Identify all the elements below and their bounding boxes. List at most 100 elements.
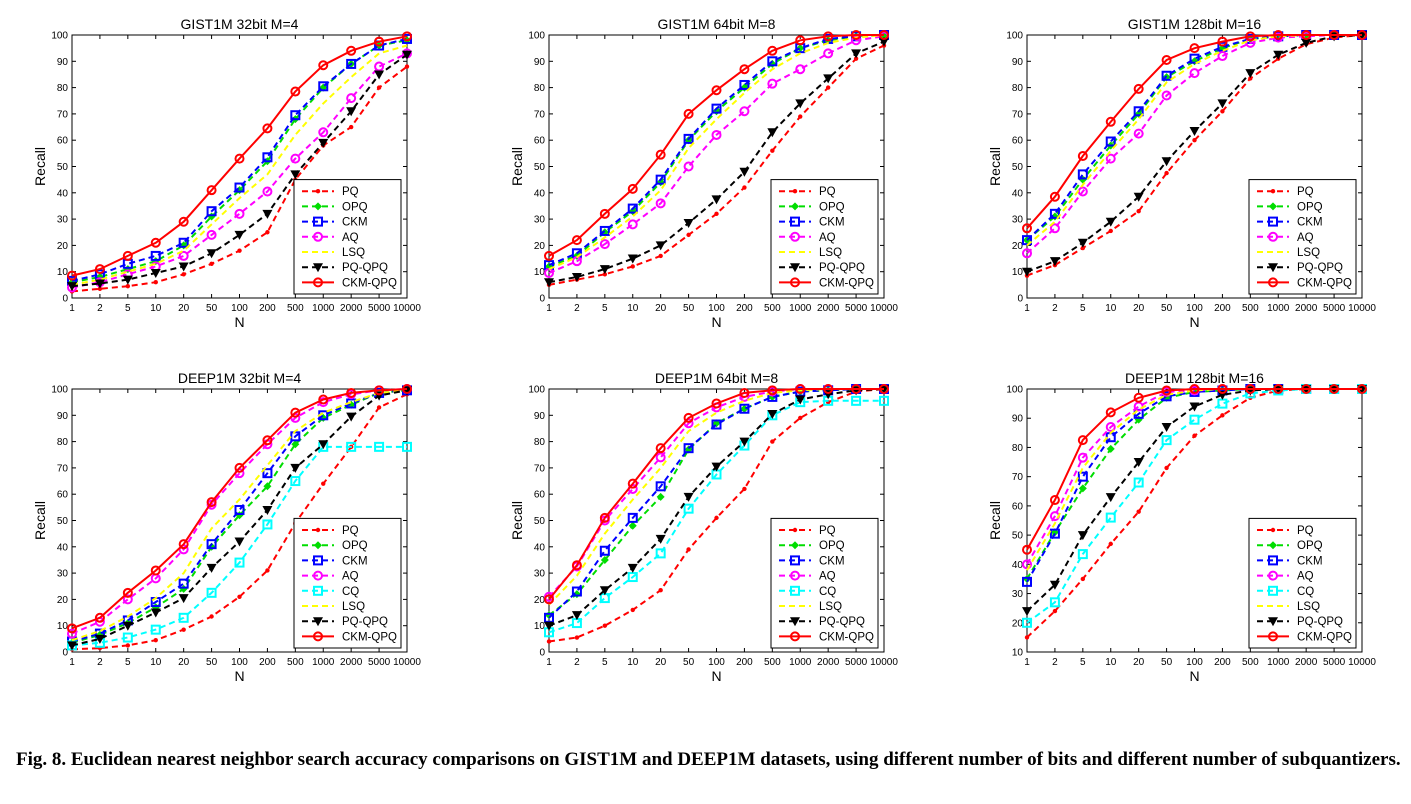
- y-tick-label: 50: [57, 516, 69, 527]
- data-point-pq: [658, 253, 663, 259]
- legend-label-opq: OPQ: [342, 540, 368, 552]
- data-point-aq: [627, 219, 638, 230]
- data-point-ckm-qpq: [1189, 384, 1200, 394]
- data-point-pq: [376, 85, 382, 90]
- data-point-pq: [237, 594, 242, 599]
- y-tick-label: 100: [528, 385, 545, 396]
- data-point-opq: [600, 555, 609, 564]
- data-point-ckm-qpq: [402, 31, 412, 42]
- data-point-pq: [602, 623, 608, 628]
- data-point-opq: [656, 492, 665, 501]
- data-point-cq: [1105, 512, 1116, 523]
- y-tick-label: 30: [1012, 589, 1024, 600]
- y-tick-label: 10: [57, 621, 69, 632]
- series-cq: [67, 441, 412, 651]
- y-tick-label: 0: [62, 294, 68, 305]
- data-point-ckm: [290, 110, 301, 121]
- y-tick-label: 60: [534, 136, 546, 147]
- data-point-pq: [770, 439, 775, 444]
- y-tick-label: 70: [1012, 472, 1024, 483]
- data-point-pq: [1136, 209, 1141, 214]
- data-point-ckm-qpq: [206, 185, 217, 196]
- data-point-ckm-qpq: [1357, 384, 1367, 394]
- data-point-opq: [572, 251, 581, 260]
- y-tick-label: 50: [1012, 162, 1024, 173]
- y-tick-label: 100: [1006, 31, 1023, 42]
- data-point-pq: [798, 114, 803, 119]
- legend-label-ckm: CKM: [1297, 555, 1323, 567]
- data-point-aq: [823, 48, 834, 59]
- data-point-pq-qpq: [599, 265, 610, 275]
- data-point-ckm-qpq: [374, 385, 385, 396]
- data-point-pq: [658, 587, 663, 593]
- data-point-cq: [1161, 435, 1172, 446]
- series-ckm-qpq: [1022, 30, 1367, 234]
- data-point-aq: [1077, 452, 1088, 463]
- legend-marker-cq: [790, 585, 800, 596]
- data-point-pq-qpq: [262, 505, 273, 515]
- data-point-ckm-qpq: [178, 216, 189, 227]
- x-tick-label: 50: [683, 657, 695, 668]
- data-point-pq-qpq: [318, 440, 329, 450]
- data-point-cq: [346, 441, 357, 452]
- legend-box: [770, 179, 879, 295]
- data-point-ckm-qpq: [544, 594, 554, 605]
- data-point-aq: [1022, 248, 1032, 259]
- x-tick-label: 50: [683, 303, 695, 314]
- data-point-ckm-qpq: [290, 86, 301, 97]
- data-point-pq: [265, 230, 270, 235]
- data-point-pq-qpq: [739, 167, 750, 177]
- legend-marker-ckm: [790, 216, 800, 227]
- data-point-opq: [1078, 484, 1087, 493]
- x-tick-label: 20: [655, 303, 667, 314]
- x-tick-label: 20: [655, 657, 667, 668]
- x-tick-label: 5000: [845, 657, 868, 668]
- x-tick-label: 10: [150, 303, 162, 314]
- data-point-ckm-qpq: [67, 623, 77, 634]
- x-tick-label: 20: [1133, 303, 1145, 314]
- data-point-pq-qpq: [1273, 50, 1284, 60]
- data-point-ckm-qpq: [599, 512, 610, 523]
- legend-label-pq-qpq: PQ-QPQ: [1297, 616, 1343, 628]
- data-point-pq-qpq: [290, 463, 301, 473]
- x-tick-label: 1: [69, 303, 75, 314]
- x-tick-label: 100: [231, 303, 248, 314]
- y-tick-label: 20: [1012, 241, 1024, 252]
- data-point-pq: [181, 272, 186, 277]
- data-point-pq-qpq: [599, 586, 610, 596]
- x-axis-label: N: [711, 668, 721, 684]
- legend: PQ OPQ CKM AQ CQ LSQ PQ-QPQ CKM-QPQ: [293, 517, 402, 649]
- x-tick-label: 500: [287, 303, 304, 314]
- legend-label-ckm-qpq: CKM-QPQ: [819, 631, 874, 643]
- y-tick-label: 100: [1006, 385, 1023, 396]
- data-point-cq: [262, 519, 273, 530]
- data-point-pq-qpq: [234, 230, 245, 240]
- data-point-pq: [348, 124, 354, 130]
- x-tick-label: 1000: [1267, 657, 1290, 668]
- data-point-pq-qpq: [94, 279, 105, 289]
- legend: PQ OPQ CKM AQ CQ LSQ PQ-QPQ CKM-QPQ: [770, 517, 879, 649]
- data-point-ckm-qpq: [739, 64, 750, 75]
- series-line-lsq: [71, 389, 408, 642]
- legend-marker-ckm-qpq: [313, 277, 323, 288]
- chart-title: DEEP1M 128bit M=16: [1125, 370, 1264, 386]
- data-point-pq-qpq: [150, 269, 161, 279]
- data-point-cq: [122, 632, 133, 643]
- y-tick-label: 90: [57, 411, 69, 422]
- legend-marker-pq: [792, 189, 798, 194]
- legend-label-lsq: LSQ: [1297, 247, 1320, 259]
- y-tick-label: 70: [1012, 109, 1024, 120]
- data-point-aq: [851, 35, 862, 46]
- data-point-cq: [851, 395, 862, 406]
- data-point-pq-qpq: [94, 634, 105, 644]
- x-tick-label: 5: [602, 657, 608, 668]
- data-point-ckm: [262, 468, 273, 479]
- data-point-ckm-qpq: [206, 497, 217, 508]
- y-tick-label: 40: [1012, 560, 1024, 571]
- x-tick-label: 10: [1105, 657, 1117, 668]
- legend-label-ckm-qpq: CKM-QPQ: [342, 631, 397, 643]
- x-tick-label: 2000: [340, 303, 363, 314]
- legend-label-ckm: CKM: [819, 217, 845, 229]
- legend-label-pq: PQ: [342, 525, 359, 537]
- data-point-ckm-qpq: [122, 250, 133, 261]
